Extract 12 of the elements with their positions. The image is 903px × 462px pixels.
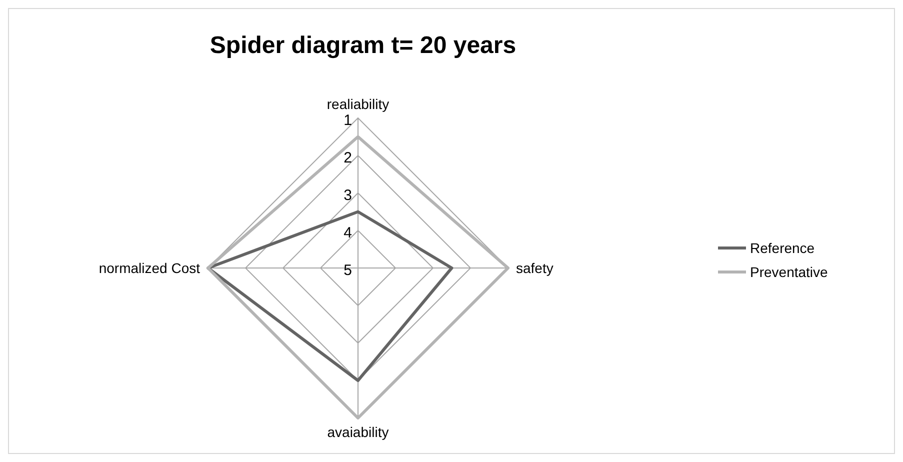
- y-tick-label: 4: [344, 224, 352, 242]
- spoke-label: normalized Cost: [98, 260, 200, 276]
- chart-title: Spider diagram t= 20 years: [210, 32, 516, 59]
- legend-label: Reference: [750, 240, 815, 256]
- y-tick-label: 2: [344, 150, 352, 166]
- legend-label: Preventative: [750, 264, 828, 280]
- spoke-label: avaiability: [327, 424, 389, 440]
- spoke-label: safety: [516, 260, 554, 276]
- y-tick-label: 5: [344, 262, 352, 279]
- y-tick-label: 1: [344, 112, 352, 129]
- spoke-label: realiability: [326, 96, 390, 112]
- y-tick-label: 3: [344, 187, 352, 204]
